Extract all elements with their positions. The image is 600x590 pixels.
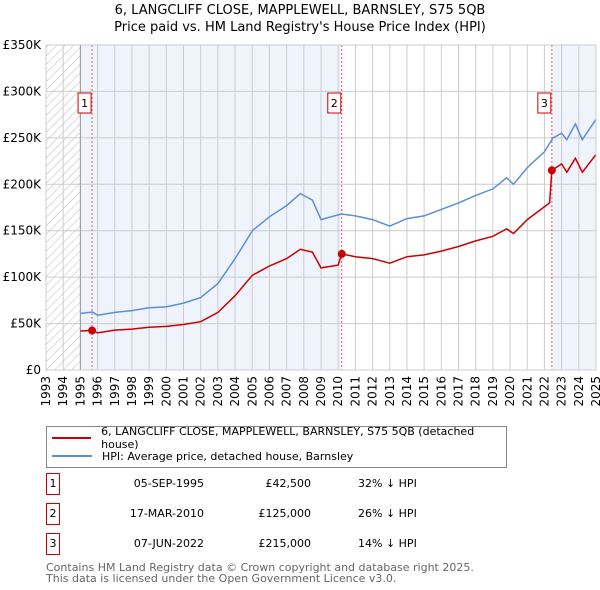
legend-label: 6, LANGCLIFF CLOSE, MAPPLEWELL, BARNSLEY… — [101, 425, 475, 451]
y-tick-label: £250K — [3, 131, 43, 145]
y-tick-label: £200K — [3, 177, 43, 191]
legend-swatch-red — [52, 437, 92, 439]
sale-label: 1 — [81, 97, 88, 110]
sale-hpi: 14% ↓ HPI — [358, 537, 417, 550]
x-tick-label: 1993 — [39, 376, 53, 407]
x-tick-label: 2015 — [417, 376, 431, 407]
sale-hpi: 32% ↓ HPI — [358, 477, 417, 490]
x-tick-label: 2008 — [297, 376, 311, 407]
sale-date: 07-JUN-2022 — [133, 537, 204, 550]
x-tick-label: 2003 — [211, 376, 225, 407]
plot-area: 1993 1994 1995 1996 1997 1998 1999 2000 2001 2002… — [3, 38, 600, 407]
y-tick-label: £0 — [26, 363, 41, 377]
x-tick-label: 1996 — [91, 376, 105, 407]
x-tick-label: 2006 — [262, 376, 276, 407]
x-tick-label: 2001 — [177, 376, 191, 407]
y-tick-label: £300K — [3, 84, 43, 98]
sale-price: £215,000 — [258, 537, 312, 550]
x-tick-label: 2009 — [314, 376, 328, 407]
sale-point — [337, 249, 346, 258]
sale-point — [547, 166, 556, 175]
y-tick-label: £150K — [3, 224, 43, 238]
sale-price: £42,500 — [265, 477, 312, 490]
sale-number: 1 — [46, 473, 60, 495]
footer-copyright: Contains HM Land Registry data © Crown c… — [46, 561, 474, 574]
sale-number: 2 — [46, 503, 60, 525]
ownership-shade — [80, 45, 342, 370]
sale-label: 2 — [331, 97, 338, 110]
x-tick-label: 2025 — [589, 376, 600, 407]
x-tick-label: 1994 — [56, 376, 70, 407]
x-tick-label: 2024 — [572, 376, 586, 407]
x-tick-label: 1999 — [142, 376, 156, 407]
x-tick-label: 2018 — [469, 376, 483, 407]
sale-label-box — [327, 92, 342, 114]
x-tick-label: 2016 — [434, 376, 448, 407]
x-tick-label: 2017 — [452, 376, 466, 407]
sale-point — [88, 326, 97, 335]
sale-number: 3 — [46, 533, 60, 555]
sale-row: 3 07-JUN-2022 £215,000 14% ↓ HPI — [46, 533, 446, 555]
y-tick-label: £350K — [3, 38, 43, 52]
x-tick-label: 2012 — [366, 376, 380, 407]
x-tick-label: 2022 — [537, 376, 551, 407]
x-tick-label: 2007 — [280, 376, 294, 407]
x-tick-label: 2005 — [245, 376, 259, 407]
x-tick-label: 2014 — [400, 376, 414, 407]
x-tick-label: 1997 — [108, 376, 122, 407]
legend-swatch-blue — [52, 455, 92, 457]
sale-label: 3 — [541, 97, 548, 110]
sale-date: 17-MAR-2010 — [129, 507, 204, 520]
legend-item-hpi: HPI: Average price, detached house, Barn… — [52, 448, 353, 464]
x-tick-label: 2010 — [331, 376, 345, 407]
sale-row: 1 05-SEP-1995 £42,500 32% ↓ HPI — [46, 473, 446, 495]
legend-item-property: 6, LANGCLIFF CLOSE, MAPPLEWELL, BARNSLEY… — [52, 425, 506, 451]
x-tick-label: 2021 — [520, 376, 534, 407]
x-tick-label: 1995 — [73, 376, 87, 407]
chart-subtitle: Price paid vs. HM Land Registry's House … — [114, 20, 486, 35]
legend: 6, LANGCLIFF CLOSE, MAPPLEWELL, BARNSLEY… — [46, 425, 507, 468]
ownership-shade — [551, 45, 596, 370]
y-tick-label: £100K — [3, 270, 43, 284]
property-price-line — [80, 154, 597, 334]
sale-row: 2 17-MAR-2010 £125,000 26% ↓ HPI — [46, 503, 446, 525]
x-tick-label: 2011 — [348, 376, 362, 407]
sale-date: 05-SEP-1995 — [133, 477, 204, 490]
sale-label-box — [537, 92, 552, 114]
legend-label: HPI: Average price, detached house, Barn… — [102, 449, 354, 463]
chart-title: 6, LANGCLIFF CLOSE, MAPPLEWELL, BARNSLEY… — [114, 3, 486, 18]
x-tick-label: 2002 — [194, 376, 208, 407]
x-tick-label: 2020 — [503, 376, 517, 407]
hpi-line — [80, 118, 597, 316]
x-tick-label: 1998 — [125, 376, 139, 407]
x-tick-label: 2019 — [486, 376, 500, 407]
x-tick-label: 2013 — [383, 376, 397, 407]
sale-hpi: 26% ↓ HPI — [358, 507, 417, 520]
sale-price: £125,000 — [258, 507, 312, 520]
footer-licence: This data is licensed under the Open Gov… — [46, 572, 397, 585]
plot-border — [45, 44, 597, 371]
sale-label-box — [77, 92, 92, 114]
x-tick-label: 2004 — [228, 376, 242, 407]
x-tick-label: 2000 — [159, 376, 173, 407]
x-tick-label: 2023 — [555, 376, 569, 407]
y-tick-label: £50K — [10, 317, 42, 331]
